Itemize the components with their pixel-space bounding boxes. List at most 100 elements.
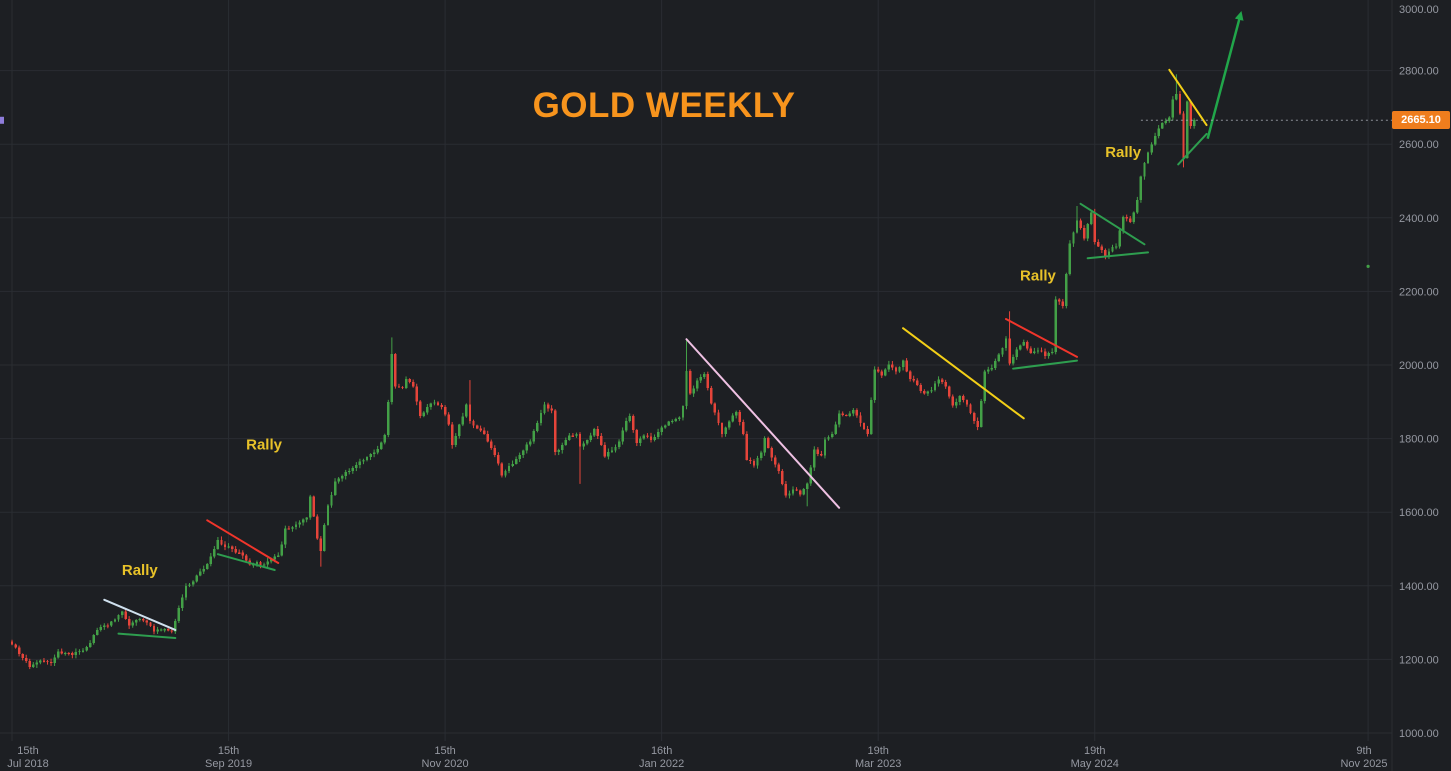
flag-2023-lower-trendline[interactable] [1012,359,1078,370]
candle-body [142,618,145,621]
candle-body [919,384,922,391]
candle-body [997,354,1001,362]
candle-body [1164,121,1167,123]
candle-body [447,414,450,425]
candle-body [408,378,411,382]
pennant-2024-upper-trendline[interactable] [1168,68,1208,127]
candle-body [1036,350,1040,352]
candle-body [436,402,440,405]
candle-body [106,625,110,627]
rally-label[interactable]: Rally [1020,267,1057,284]
candle-body [230,546,234,550]
candle-body [362,459,365,462]
flag-2019-upper-trendline[interactable] [103,598,177,631]
candle-body [316,516,319,539]
candle-body [884,369,887,376]
pennant-2024-lower-trendline[interactable] [1177,132,1208,166]
last-price-value: 2665.10 [1401,114,1441,127]
candle-body [774,457,777,465]
candle-body [724,427,727,435]
candle-body [390,353,394,402]
candle-body [358,461,362,466]
candle-body [607,451,610,457]
flag-2019b-lower-trendline[interactable] [216,553,276,571]
drawings-layer[interactable]: Rally Rally Rally Rally [103,11,1244,640]
candle-body [916,380,919,385]
candle-body [383,434,386,443]
candle-body [372,452,376,455]
candle-body [174,621,177,632]
candle-body [742,422,745,435]
rally-label[interactable]: Rally [1105,144,1142,161]
candle-body [667,421,670,426]
candle-body [96,629,99,635]
candle-body [1047,352,1050,357]
downtrend-2023-trendline[interactable] [902,327,1025,420]
rally-label[interactable]: Rally [122,562,159,579]
flag-2023-upper-trendline[interactable] [1005,318,1078,358]
candle-body [411,381,415,387]
candle-body [781,470,784,485]
candle-body [241,552,244,556]
flag-2019-lower-trendline[interactable] [117,632,177,640]
candle-body [255,561,259,565]
candle-body [181,597,184,608]
time-tick-date: Jan 2022 [639,758,684,770]
candle-body [1022,342,1025,346]
time-tick-date: May 2024 [1071,758,1119,770]
candle-body [369,454,372,458]
candle-body [333,481,337,495]
time-tick-day: 15th [17,745,38,757]
downtrend-2022-trendline[interactable] [685,338,841,509]
candle-body [415,386,418,402]
candle-body [525,444,528,451]
candle-body [152,626,156,632]
candle-body [688,370,692,394]
candle-body [933,383,937,391]
candle-body [188,584,191,586]
candle-body [234,549,237,553]
price-axis[interactable]: 1000.00 1200.00 1400.00 1600.00 1800.00 2000.… [1399,4,1439,740]
candle-body [568,435,571,441]
candle-body [1090,212,1093,225]
candle-body [14,644,17,648]
candles-layer[interactable] [10,74,1196,670]
candle-body [646,435,649,437]
candle-body [337,478,340,482]
candle-body [209,556,212,564]
candle-body [344,472,347,477]
candle-body [820,454,823,456]
candle-body [578,434,582,447]
candle-body [543,404,546,414]
flag-2024-upper-trendline[interactable] [1079,202,1146,246]
rally-label[interactable]: Rally [246,437,283,454]
candle-body [1136,200,1139,213]
candle-body [426,406,429,413]
candle-body [223,544,227,547]
flag-2024-lower-trendline[interactable] [1086,251,1149,260]
candle-body [1029,348,1033,354]
candle-body [1093,212,1096,243]
candle-body [514,459,518,464]
candle-body [1079,220,1082,229]
candle-body [557,450,560,452]
candle-body [380,442,383,449]
candle-body [25,658,28,661]
candle-body [461,416,465,425]
flag-2019b-upper-trendline[interactable] [206,519,280,564]
candle-body [167,629,170,631]
candle-body [1008,338,1011,364]
candle-body [553,410,557,452]
candle-body [564,440,567,446]
candle-body [891,364,894,368]
candle-body [497,455,500,464]
candle-body [245,555,248,561]
projection-arrow[interactable] [1206,11,1244,140]
candle-body [312,496,315,517]
candle-body [1139,176,1143,201]
candle-body [784,484,788,496]
candle-body [834,424,837,435]
candle-body [859,415,862,424]
